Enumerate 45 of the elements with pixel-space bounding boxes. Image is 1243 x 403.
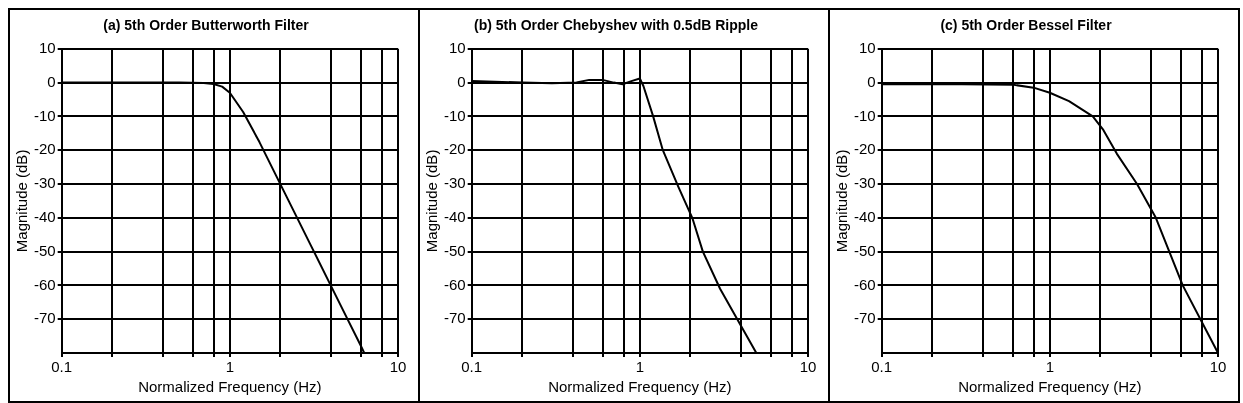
chart-title: (c) 5th Order Bessel Filter xyxy=(940,17,1113,34)
chart-title: (b) 5th Order Chebyshev with 0.5dB Ripple xyxy=(474,17,759,34)
y-tick-label: -40 xyxy=(33,207,56,225)
x-tick-label: 10 xyxy=(1209,358,1227,376)
y-tick-label: -10 xyxy=(853,106,876,124)
x-tick-label: 10 xyxy=(389,358,407,376)
y-tick-label: -30 xyxy=(33,174,56,192)
y-tick-label: -70 xyxy=(443,309,466,327)
y-tick-label: -10 xyxy=(33,106,56,124)
x-tick-label: 0.1 xyxy=(51,358,73,376)
y-tick-label: -20 xyxy=(443,140,466,158)
y-axis-title: Magnitude (dB) xyxy=(13,149,31,253)
x-tick-label: 1 xyxy=(1045,358,1055,376)
y-tick-label: -10 xyxy=(443,106,466,124)
x-tick-label: 1 xyxy=(635,358,645,376)
y-tick-label: -20 xyxy=(853,140,876,158)
y-tick-label: -50 xyxy=(853,241,876,259)
y-tick-label: -20 xyxy=(33,140,56,158)
y-tick-label: -60 xyxy=(853,275,876,293)
x-tick-label: 0.1 xyxy=(871,358,893,376)
y-tick-label: -60 xyxy=(33,275,56,293)
y-tick-label: -40 xyxy=(443,207,466,225)
y-tick-label: 10 xyxy=(858,38,876,56)
x-axis-title: Normalized Frequency (Hz) xyxy=(548,378,732,396)
y-tick-label: -30 xyxy=(443,174,466,192)
chart-title: (a) 5th Order Butterworth Filter xyxy=(103,17,310,34)
y-tick-label: -60 xyxy=(443,275,466,293)
y-tick-label: -70 xyxy=(33,309,56,327)
x-axis-title: Normalized Frequency (Hz) xyxy=(138,378,322,396)
y-tick-label: 10 xyxy=(448,38,466,56)
y-tick-label: -70 xyxy=(853,309,876,327)
y-tick-label: 0 xyxy=(457,72,466,90)
x-tick-label: 1 xyxy=(225,358,235,376)
y-axis-title: Magnitude (dB) xyxy=(833,149,851,253)
y-tick-label: -40 xyxy=(853,207,876,225)
y-tick-label: -50 xyxy=(443,241,466,259)
x-tick-label: 10 xyxy=(799,358,817,376)
y-tick-label: 0 xyxy=(867,72,876,90)
y-tick-label: -50 xyxy=(33,241,56,259)
y-tick-label: 10 xyxy=(38,38,56,56)
y-tick-label: -30 xyxy=(853,174,876,192)
x-tick-label: 0.1 xyxy=(461,358,483,376)
x-axis-title: Normalized Frequency (Hz) xyxy=(958,378,1142,396)
y-axis-title: Magnitude (dB) xyxy=(423,149,441,253)
y-tick-label: 0 xyxy=(47,72,56,90)
